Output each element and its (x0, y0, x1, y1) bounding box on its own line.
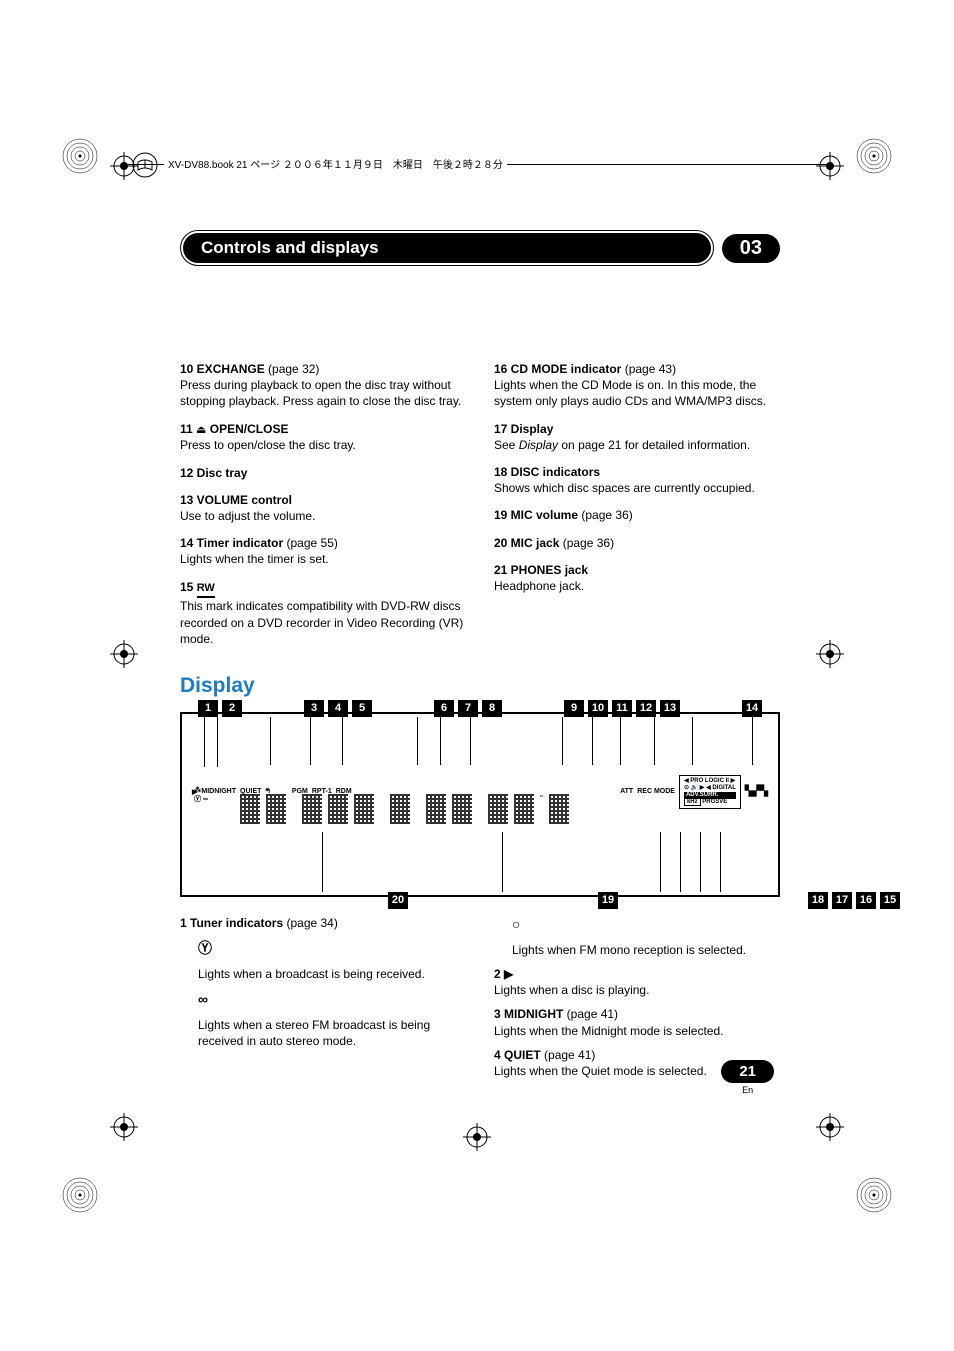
description-item: 16 CD MODE indicator (page 43)Lights whe… (494, 361, 780, 410)
callout-badge: 15 (880, 892, 900, 909)
chapter-number-badge: 03 (722, 234, 780, 263)
callout-badge: 7 (458, 700, 478, 717)
page-language: En (721, 1085, 774, 1095)
description-item: 19 MIC volume (page 36) (494, 507, 780, 523)
description-item: 11 ⏏ OPEN/CLOSEPress to open/close the d… (180, 421, 466, 454)
callouts-bottom-row: 20 19 18171615 (198, 892, 762, 909)
description-item: 13 VOLUME controlUse to adjust the volum… (180, 492, 466, 524)
stereo-icon: ∞ (198, 990, 208, 1009)
callout-badge: 10 (588, 700, 608, 717)
callout-badge: 5 (352, 700, 372, 717)
callout-badge: 9 (564, 700, 584, 717)
description-columns: 10 EXCHANGE (page 32)Press during playba… (180, 361, 780, 658)
callout-badge: 1 (198, 700, 218, 717)
display-diagram: 12 345 678 910111213 14 ▶ MIDNIGHT QUIET… (180, 712, 780, 897)
description-item: 10 EXCHANGE (page 32)Press during playba… (180, 361, 466, 410)
callouts-top-row: 12 345 678 910111213 14 (198, 700, 762, 717)
tuner-icon1-body: Lights when a broadcast is being receive… (198, 966, 466, 982)
lcd-tuner-icons: ⁂ Ⓨ ∞ (194, 786, 208, 804)
description-item: 3 MIDNIGHT (page 41)Lights when the Midn… (494, 1006, 780, 1038)
callout-badge: 3 (304, 700, 324, 717)
rw-compatible-icon: RW (197, 581, 215, 599)
book-icon (130, 150, 160, 180)
callout-badge: 2 (222, 700, 242, 717)
lcd-surround-box: ◀ PRO LOGIC II ▶ ⊙ 🔊 ▶ ◀ DIGITAL ADV.SUR… (679, 775, 741, 810)
callout-badge: 4 (328, 700, 348, 717)
display-item-columns: 1 Tuner indicators (page 34) Ⓨ Lights wh… (180, 915, 780, 1087)
callout-badge: 16 (856, 892, 876, 909)
callout-badge: 13 (660, 700, 680, 717)
callout-badge: 20 (388, 892, 408, 909)
callout-badge: 18 (808, 892, 828, 909)
description-item: 17 DisplaySee Display on page 21 for det… (494, 421, 780, 453)
header-filename: XV-DV88.book 21 ページ ２００６年１１月９日 木曜日 午後２時２… (164, 156, 507, 171)
page-content: Controls and displays 03 10 EXCHANGE (pa… (180, 230, 780, 1087)
description-item: 21 PHONES jackHeadphone jack. (494, 562, 780, 594)
page-number-badge: 21 (721, 1060, 774, 1083)
eject-icon: ⏏ (196, 423, 206, 438)
display-section-title: Display (180, 674, 780, 698)
tuner-icon3-body: Lights when FM mono reception is selecte… (512, 942, 780, 958)
description-item: 15 RWThis mark indicates compatibility w… (180, 579, 466, 647)
chapter-title: Controls and displays (183, 233, 711, 263)
page-footer: 21 En (721, 1060, 774, 1095)
description-item: 20 MIC jack (page 36) (494, 535, 780, 551)
description-item: 14 Timer indicator (page 55)Lights when … (180, 535, 466, 567)
callout-badge: 17 (832, 892, 852, 909)
description-item: 18 DISC indicatorsShows which disc space… (494, 464, 780, 496)
tuner-icon2-body: Lights when a stereo FM broadcast is bei… (198, 1017, 466, 1049)
display-left-col: 1 Tuner indicators (page 34) Ⓨ Lights wh… (180, 915, 466, 1087)
left-column: 10 EXCHANGE (page 32)Press during playba… (180, 361, 466, 658)
title-bar: Controls and displays 03 (180, 230, 780, 266)
callout-badge: 8 (482, 700, 502, 717)
lcd-digits: ″ (240, 794, 658, 824)
callout-badge: 19 (598, 892, 618, 909)
antenna-icon: Ⓨ (198, 939, 212, 958)
right-column: 16 CD MODE indicator (page 43)Lights whe… (494, 361, 780, 658)
callout-badge: 11 (612, 700, 632, 717)
callout-badge: 14 (742, 700, 762, 717)
description-item: 2 ▶Lights when a disc is playing. (494, 966, 780, 998)
callout-badge: 12 (636, 700, 656, 717)
description-item: 12 Disc tray (180, 465, 466, 481)
mono-icon: ○ (512, 915, 520, 934)
item-tuner-head: 1 Tuner indicators (180, 916, 283, 930)
callout-badge: 6 (434, 700, 454, 717)
